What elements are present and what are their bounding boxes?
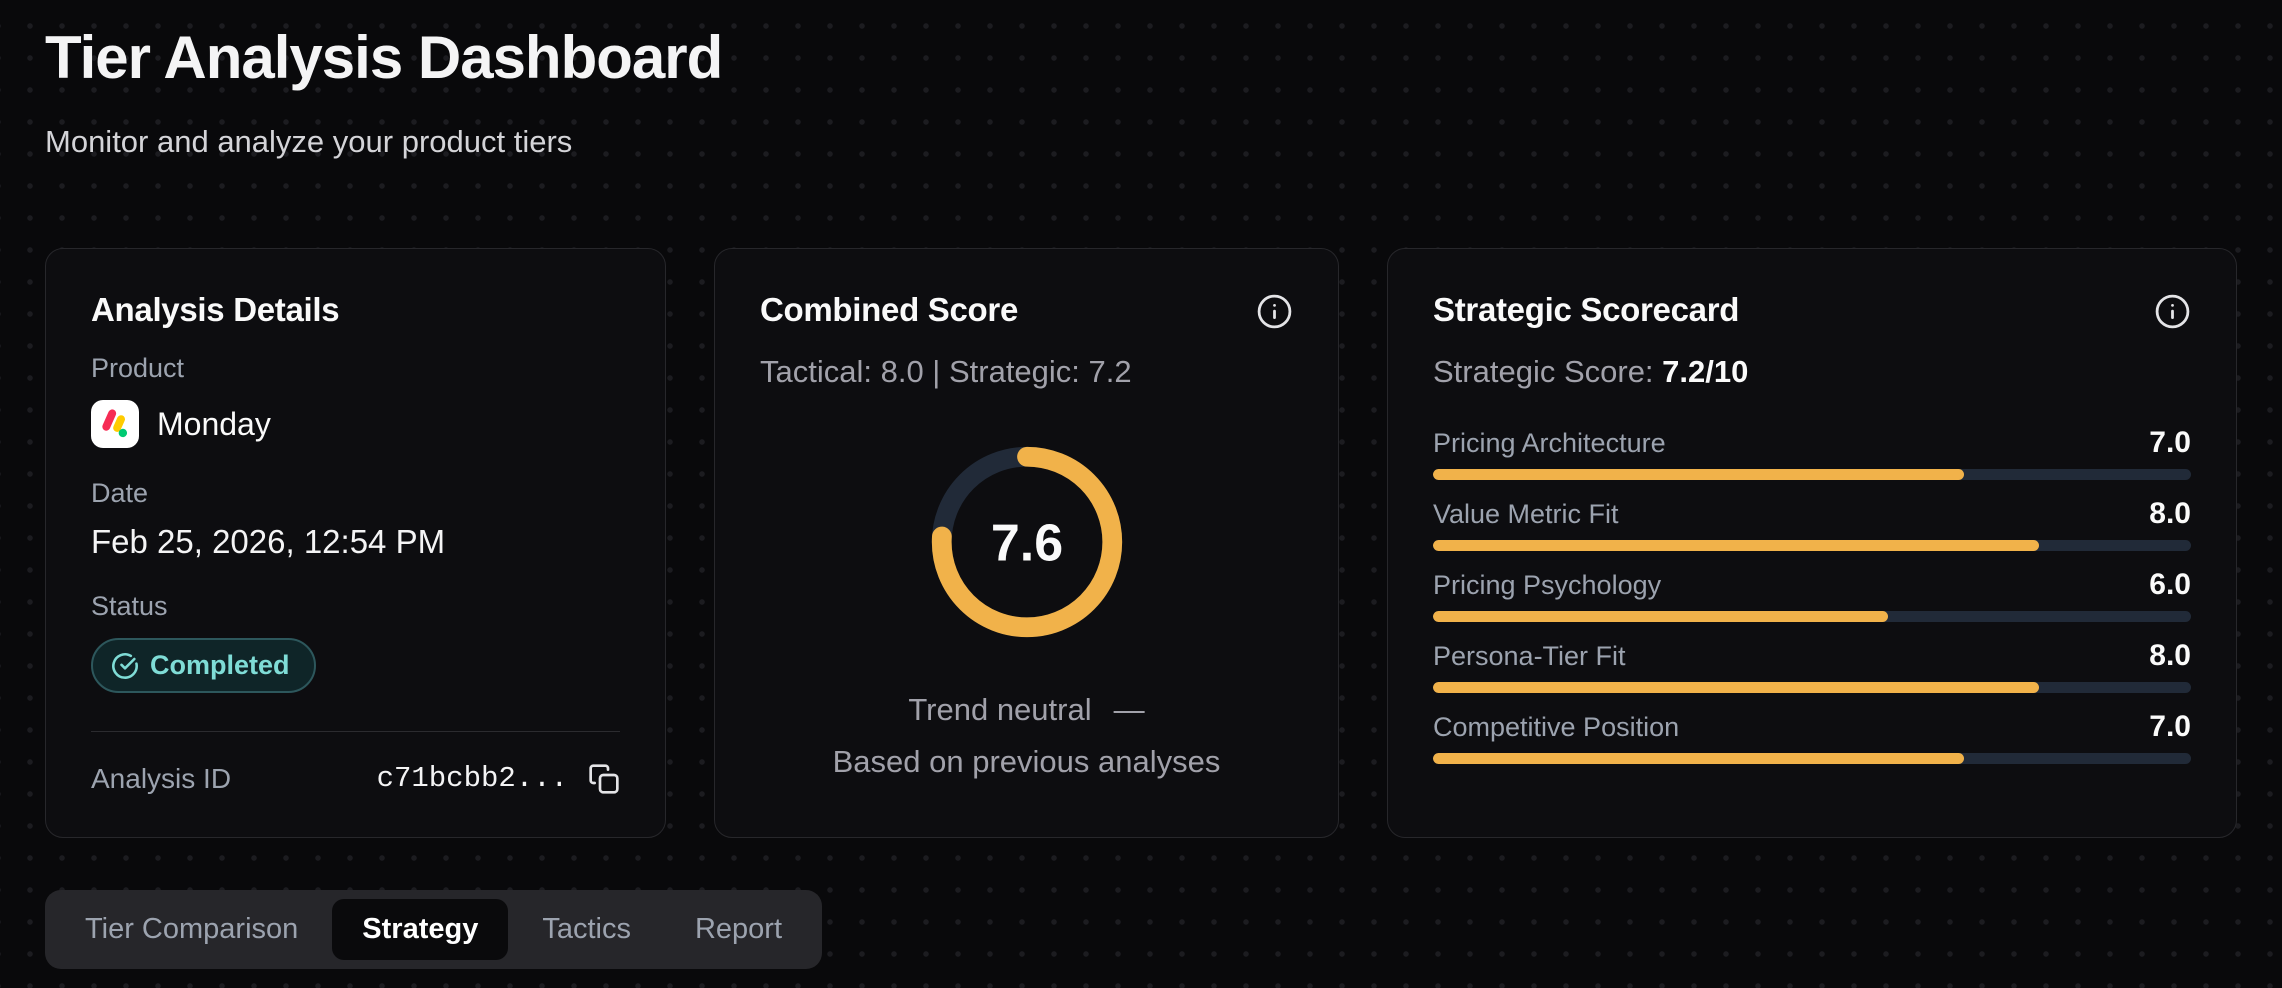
view-tabs: Tier Comparison Strategy Tactics Report: [45, 890, 823, 969]
metric-row: Persona-Tier Fit 8.0: [1433, 639, 2191, 693]
metric-row: Pricing Psychology 6.0: [1433, 568, 2191, 622]
tab-tactics[interactable]: Tactics: [512, 899, 661, 960]
metric-label: Value Metric Fit: [1433, 499, 1619, 529]
metric-bar-fill: [1433, 611, 1888, 622]
tab-tier-comparison[interactable]: Tier Comparison: [55, 899, 328, 960]
combined-score-subtitle: Tactical: 8.0 | Strategic: 7.2: [760, 354, 1132, 389]
metric-bar-fill: [1433, 682, 2040, 693]
product-label: Product: [91, 353, 185, 383]
score-gauge-arc: [931, 446, 1122, 638]
analysis-id-label: Analysis ID: [91, 762, 232, 794]
card-divider: [91, 731, 620, 732]
metric-bar-track: [1433, 753, 2191, 764]
combined-score-title: Combined Score: [760, 291, 1019, 328]
trend-label: Trend neutral: [908, 692, 1092, 727]
metric-bar-track: [1433, 469, 2191, 480]
page-header: Tier Analysis Dashboard Monitor and anal…: [45, 22, 2237, 160]
metric-bar-track: [1433, 682, 2191, 693]
metric-value: 7.0: [2149, 426, 2191, 459]
metric-label: Competitive Position: [1433, 712, 1680, 742]
date-value: Feb 25, 2026, 12:54 PM: [91, 523, 446, 560]
strategic-scorecard-card: Strategic Scorecard Strategic Score: 7.2…: [1387, 248, 2237, 838]
status-badge: Completed: [91, 638, 316, 693]
strategic-score-value: 7.2/10: [1662, 354, 1749, 389]
trend-row: Trend neutral —: [760, 692, 1293, 728]
metric-label: Pricing Architecture: [1433, 428, 1666, 458]
metric-value: 8.0: [2149, 639, 2191, 672]
status-label: Status: [91, 591, 168, 621]
metric-bar-track: [1433, 611, 2191, 622]
date-label: Date: [91, 478, 149, 508]
strategic-score-summary: Strategic Score: 7.2/10: [1433, 354, 2191, 390]
metrics-list: Pricing Architecture 7.0 Value Metric Fi…: [1433, 426, 2191, 764]
product-name: Monday: [157, 405, 271, 442]
metric-value: 8.0: [2149, 497, 2191, 530]
score-gauge-value: 7.6: [990, 515, 1062, 573]
tab-report[interactable]: Report: [665, 899, 812, 960]
info-icon: [2155, 294, 2190, 329]
score-gauge: 7.6: [931, 446, 1122, 638]
metric-value: 7.0: [2149, 710, 2191, 743]
metric-row: Competitive Position 7.0: [1433, 710, 2191, 764]
cards-row: Analysis Details Product Monday Date Feb…: [45, 248, 2237, 838]
circle-check-icon: [112, 652, 138, 679]
copy-icon: [589, 763, 619, 794]
metric-value: 6.0: [2149, 568, 2191, 601]
combined-score-card: Combined Score Tactical: 8.0 | Strategic…: [714, 248, 1339, 838]
strategic-scorecard-title: Strategic Scorecard: [1433, 291, 1740, 328]
product-row: Monday: [91, 400, 620, 448]
monday-logo-icon: [91, 400, 139, 448]
tab-strategy[interactable]: Strategy: [332, 899, 509, 960]
analysis-id-value: c71bcbb2...: [376, 762, 568, 795]
analysis-details-card: Analysis Details Product Monday Date Feb…: [45, 248, 666, 838]
analysis-details-title: Analysis Details: [91, 291, 340, 328]
analysis-id-row: Analysis ID c71bcbb2...: [91, 762, 620, 795]
metric-row: Pricing Architecture 7.0: [1433, 426, 2191, 480]
trend-dash-icon: —: [1113, 692, 1145, 727]
page-title: Tier Analysis Dashboard: [45, 24, 723, 91]
combined-score-info-button[interactable]: [1256, 293, 1293, 330]
metric-label: Persona-Tier Fit: [1433, 641, 1626, 671]
metric-label: Pricing Psychology: [1433, 570, 1662, 600]
metric-bar-fill: [1433, 469, 1964, 480]
copy-analysis-id-button[interactable]: [588, 763, 620, 795]
info-icon: [1257, 294, 1292, 329]
page-subtitle: Monitor and analyze your product tiers: [45, 124, 573, 159]
metric-row: Value Metric Fit 8.0: [1433, 497, 2191, 551]
strategic-scorecard-info-button[interactable]: [2154, 293, 2191, 330]
trend-note: Based on previous analyses: [832, 744, 1221, 779]
metric-bar-track: [1433, 540, 2191, 551]
strategic-score-label: Strategic Score:: [1433, 354, 1654, 389]
metric-bar-fill: [1433, 540, 2040, 551]
metric-bar-fill: [1433, 753, 1964, 764]
status-badge-label: Completed: [150, 650, 290, 680]
